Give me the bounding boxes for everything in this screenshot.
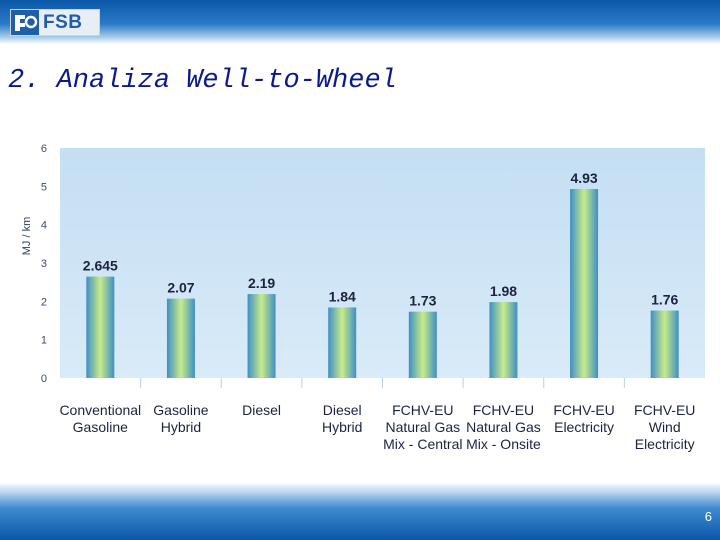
bar	[86, 276, 115, 378]
chart-svg: MJ / km 0 1 2 3 4 5 6 2.645 2.07 2.19 1.84 1.73 1.9…	[21, 143, 705, 452]
y-axis-label: MJ / km	[21, 217, 33, 256]
category-label: Hybrid	[322, 419, 362, 435]
slide-title: 2. Analiza Well-to-Wheel	[8, 66, 397, 96]
bar-chart: MJ / km 0 1 2 3 4 5 6 2.645 2.07 2.19 1.84 1.73 1.9…	[0, 130, 720, 460]
data-label: 2.07	[167, 280, 194, 296]
bar	[166, 298, 195, 378]
logo-text: FSB	[43, 11, 83, 33]
category-label: Natural Gas	[466, 419, 541, 435]
category-label: FCHV-EU	[392, 402, 453, 418]
category-label: Electricity	[635, 436, 695, 452]
data-label: 1.84	[329, 288, 356, 304]
data-label: 4.93	[570, 170, 597, 186]
data-label: 2.645	[83, 258, 118, 274]
category-label: FCHV-EU	[553, 402, 614, 418]
category-label: Hybrid	[161, 419, 201, 435]
bars	[86, 189, 679, 378]
bar	[489, 302, 518, 378]
category-label: Electricity	[554, 419, 614, 435]
plot-area	[60, 148, 705, 378]
category-label: Diesel	[323, 402, 362, 418]
category-label: Natural Gas	[385, 419, 460, 435]
bar	[328, 307, 357, 378]
header-band	[0, 0, 720, 44]
category-label: Gasoline	[73, 419, 128, 435]
bar	[408, 311, 437, 378]
category-label: Gasoline	[153, 402, 208, 418]
y-tick-label: 6	[41, 143, 47, 155]
category-label: Wind	[649, 419, 681, 435]
category-labels: ConventionalGasolineGasolineHybridDiesel…	[59, 402, 695, 452]
bar	[650, 310, 679, 378]
bar	[570, 189, 599, 378]
bar	[247, 294, 276, 378]
category-label: Conventional	[59, 402, 141, 418]
data-label: 1.76	[651, 292, 678, 308]
data-label: 1.73	[409, 293, 436, 309]
value-labels: 2.645 2.07 2.19 1.84 1.73 1.98 4.93 1.76	[83, 170, 679, 309]
y-tick-label: 2	[41, 296, 47, 308]
category-label: FCHV-EU	[634, 402, 695, 418]
y-tick-label: 3	[41, 258, 47, 270]
category-label: Mix - Onsite	[466, 436, 541, 452]
fsb-logo-icon	[11, 10, 39, 35]
data-label: 2.19	[248, 275, 275, 291]
category-label: Mix - Central	[383, 436, 462, 452]
y-tick-label: 0	[41, 373, 47, 385]
category-label: FCHV-EU	[473, 402, 534, 418]
y-tick-label: 4	[41, 220, 47, 232]
data-label: 1.98	[490, 283, 517, 299]
fsb-logo: FSB	[10, 9, 100, 36]
footer-band: 6	[0, 482, 720, 540]
y-ticks: 0 1 2 3 4 5 6	[41, 143, 47, 385]
y-tick-label: 1	[41, 335, 47, 347]
page-number: 6	[704, 509, 712, 524]
category-label: Diesel	[242, 402, 281, 418]
y-tick-label: 5	[41, 181, 47, 193]
category-separators	[140, 378, 625, 388]
